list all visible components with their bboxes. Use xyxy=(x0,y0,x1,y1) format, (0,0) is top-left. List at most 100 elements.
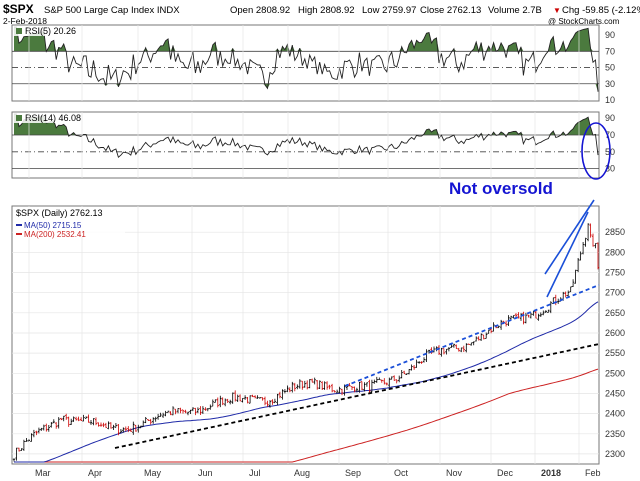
price-bar xyxy=(497,325,500,329)
price-bar xyxy=(219,395,222,408)
price-tick-label: 2700 xyxy=(605,288,625,298)
price-bar xyxy=(534,310,538,319)
price-bar xyxy=(581,242,585,255)
price-bar xyxy=(455,344,458,349)
rsi5-tick-label: 10 xyxy=(605,95,615,105)
price-bar xyxy=(311,378,314,383)
price-bar xyxy=(159,412,162,417)
price-bar xyxy=(298,379,301,389)
price-bar xyxy=(35,430,38,436)
blue-support-trendline xyxy=(344,284,600,387)
price-bar xyxy=(288,387,291,393)
price-bar xyxy=(204,407,207,411)
lower-channel-line xyxy=(546,211,589,298)
rsi14-tick-label: 90 xyxy=(605,113,615,123)
price-bar xyxy=(335,389,339,394)
price-bar xyxy=(291,381,294,393)
price-bar xyxy=(313,377,316,385)
x-tick-label: Nov xyxy=(446,468,463,478)
price-bar xyxy=(268,400,272,408)
price-bar xyxy=(286,385,289,393)
x-tick-label-year: 2018 xyxy=(541,468,561,478)
price-bar xyxy=(27,439,31,442)
price-bar xyxy=(109,422,113,429)
price-bar xyxy=(412,365,416,370)
price-tick-label: 2550 xyxy=(605,348,625,358)
price-bar xyxy=(318,380,321,389)
price-bar xyxy=(467,343,470,345)
price-bar xyxy=(107,421,110,430)
price-bar xyxy=(221,397,224,406)
rsi5-tick-label: 90 xyxy=(605,30,615,40)
price-bar xyxy=(465,343,468,353)
quote-close: Close 2762.13 xyxy=(420,5,481,16)
price-bar xyxy=(129,428,132,432)
price-bar xyxy=(301,380,304,390)
price-tick-label: 2800 xyxy=(605,247,625,257)
price-bar xyxy=(574,269,577,284)
ma50-line xyxy=(14,301,599,463)
price-bar xyxy=(576,258,580,273)
price-bar xyxy=(278,391,282,399)
chart-title: $SPX xyxy=(3,2,34,16)
price-bar xyxy=(20,448,23,451)
price-bar xyxy=(370,379,374,393)
x-tick-label: May xyxy=(144,468,162,478)
price-bar xyxy=(122,427,125,433)
quote-volume: Volume 2.7B xyxy=(488,5,542,16)
price-bar xyxy=(97,422,100,427)
price-bar xyxy=(231,392,234,404)
price-bar xyxy=(330,383,334,393)
price-bar xyxy=(60,417,63,421)
price-bar xyxy=(216,397,219,408)
price-bar xyxy=(472,341,475,346)
price-bar xyxy=(360,381,364,390)
price-bar xyxy=(266,400,269,407)
price-bar xyxy=(355,387,359,393)
price-bar xyxy=(184,409,187,414)
quote-open: Open 2808.92 xyxy=(230,5,290,16)
price-bar xyxy=(380,379,383,383)
price-bar xyxy=(224,398,227,407)
price-bar xyxy=(234,390,237,402)
price-tick-label: 2650 xyxy=(605,308,625,318)
price-bar xyxy=(176,408,180,414)
price-bar xyxy=(427,349,431,354)
price-bar xyxy=(149,418,152,425)
rsi5-tick-label: 30 xyxy=(605,79,615,89)
rsi5-tick-label: 70 xyxy=(605,46,615,56)
price-bar xyxy=(47,425,50,432)
price-bar xyxy=(586,223,590,242)
rsi5-label: RSI(5) 20.26 xyxy=(25,26,76,36)
price-bar xyxy=(189,409,192,414)
price-bar xyxy=(388,377,391,388)
price-bar xyxy=(323,381,326,390)
price-bar xyxy=(194,407,197,416)
price-bar xyxy=(517,312,520,319)
price-bar xyxy=(17,447,21,452)
price-bar xyxy=(256,395,259,399)
price-bar xyxy=(142,420,145,427)
price-bar xyxy=(306,380,309,390)
price-bar xyxy=(37,427,41,434)
price-bars xyxy=(12,223,600,462)
price-bar xyxy=(196,407,200,414)
price-bar xyxy=(229,399,232,405)
price-bar xyxy=(542,310,545,316)
price-bar xyxy=(321,381,324,390)
price-bar xyxy=(353,386,356,393)
price-bar xyxy=(263,396,267,406)
price-bar xyxy=(477,336,480,341)
price-bar xyxy=(385,382,388,386)
price-bar xyxy=(420,361,423,364)
price-bar xyxy=(437,345,441,355)
price-bar xyxy=(524,312,528,324)
ma200-line xyxy=(14,368,599,463)
price-bar xyxy=(144,417,147,424)
price-bar xyxy=(365,382,369,387)
price-bar xyxy=(186,411,190,416)
price-bar xyxy=(594,243,597,249)
price-bar xyxy=(127,426,130,433)
price-bar xyxy=(50,422,53,428)
